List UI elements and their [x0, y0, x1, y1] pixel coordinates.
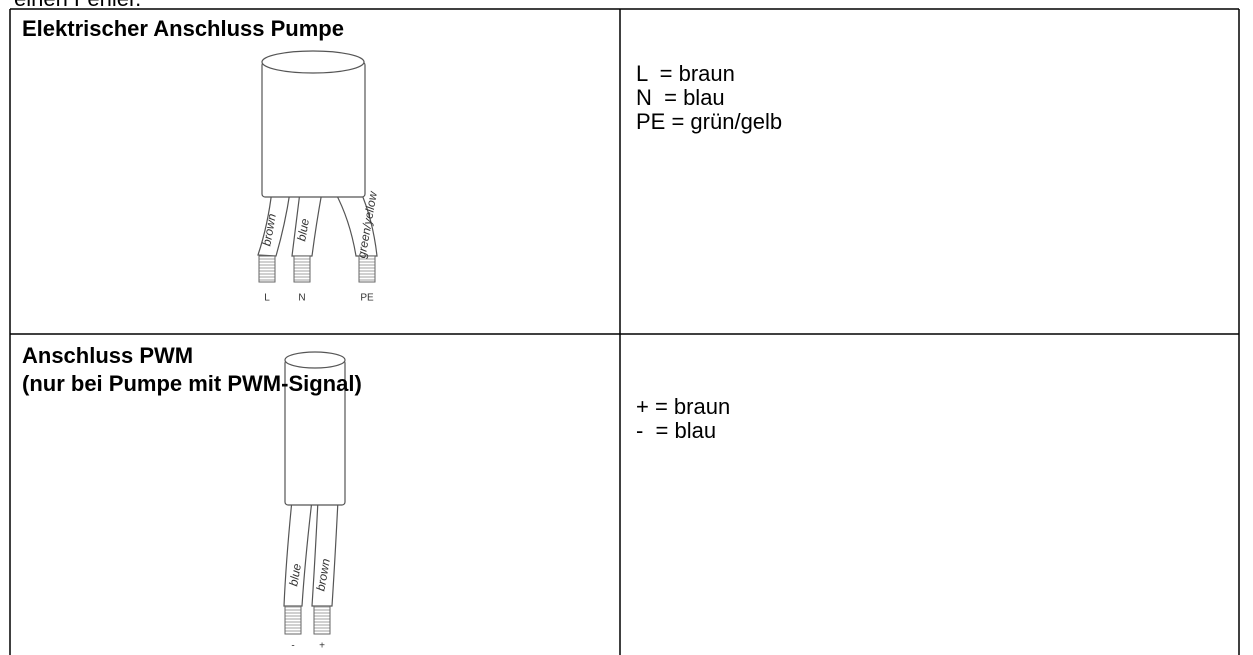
terminal-label: L [264, 293, 270, 304]
row-title: Elektrischer Anschluss Pumpe [22, 16, 344, 41]
cable-diagram [283, 351, 346, 635]
terminal-label: N [298, 293, 305, 304]
terminal-label: - [291, 641, 294, 652]
legend-line: + = braun [636, 394, 730, 419]
terminal-label: PE [360, 293, 374, 304]
legend-line: - = blau [636, 418, 716, 443]
wire-label: brown [313, 557, 333, 592]
legend-line: N = blau [636, 85, 725, 110]
wire-label: blue [294, 217, 312, 242]
wire-label: blue [286, 562, 304, 587]
legend-line: PE = grün/gelb [636, 109, 782, 134]
table-grid [9, 8, 1240, 655]
terminal-label: + [319, 641, 325, 652]
wire-label: brown [259, 212, 279, 247]
row-title: Anschluss PWM [22, 343, 193, 368]
legend-line: L = braun [636, 61, 735, 86]
row-title: (nur bei Pumpe mit PWM-Signal) [22, 371, 362, 396]
cable-diagram [257, 50, 378, 283]
intro-text: einen Fehler. [14, 0, 141, 11]
